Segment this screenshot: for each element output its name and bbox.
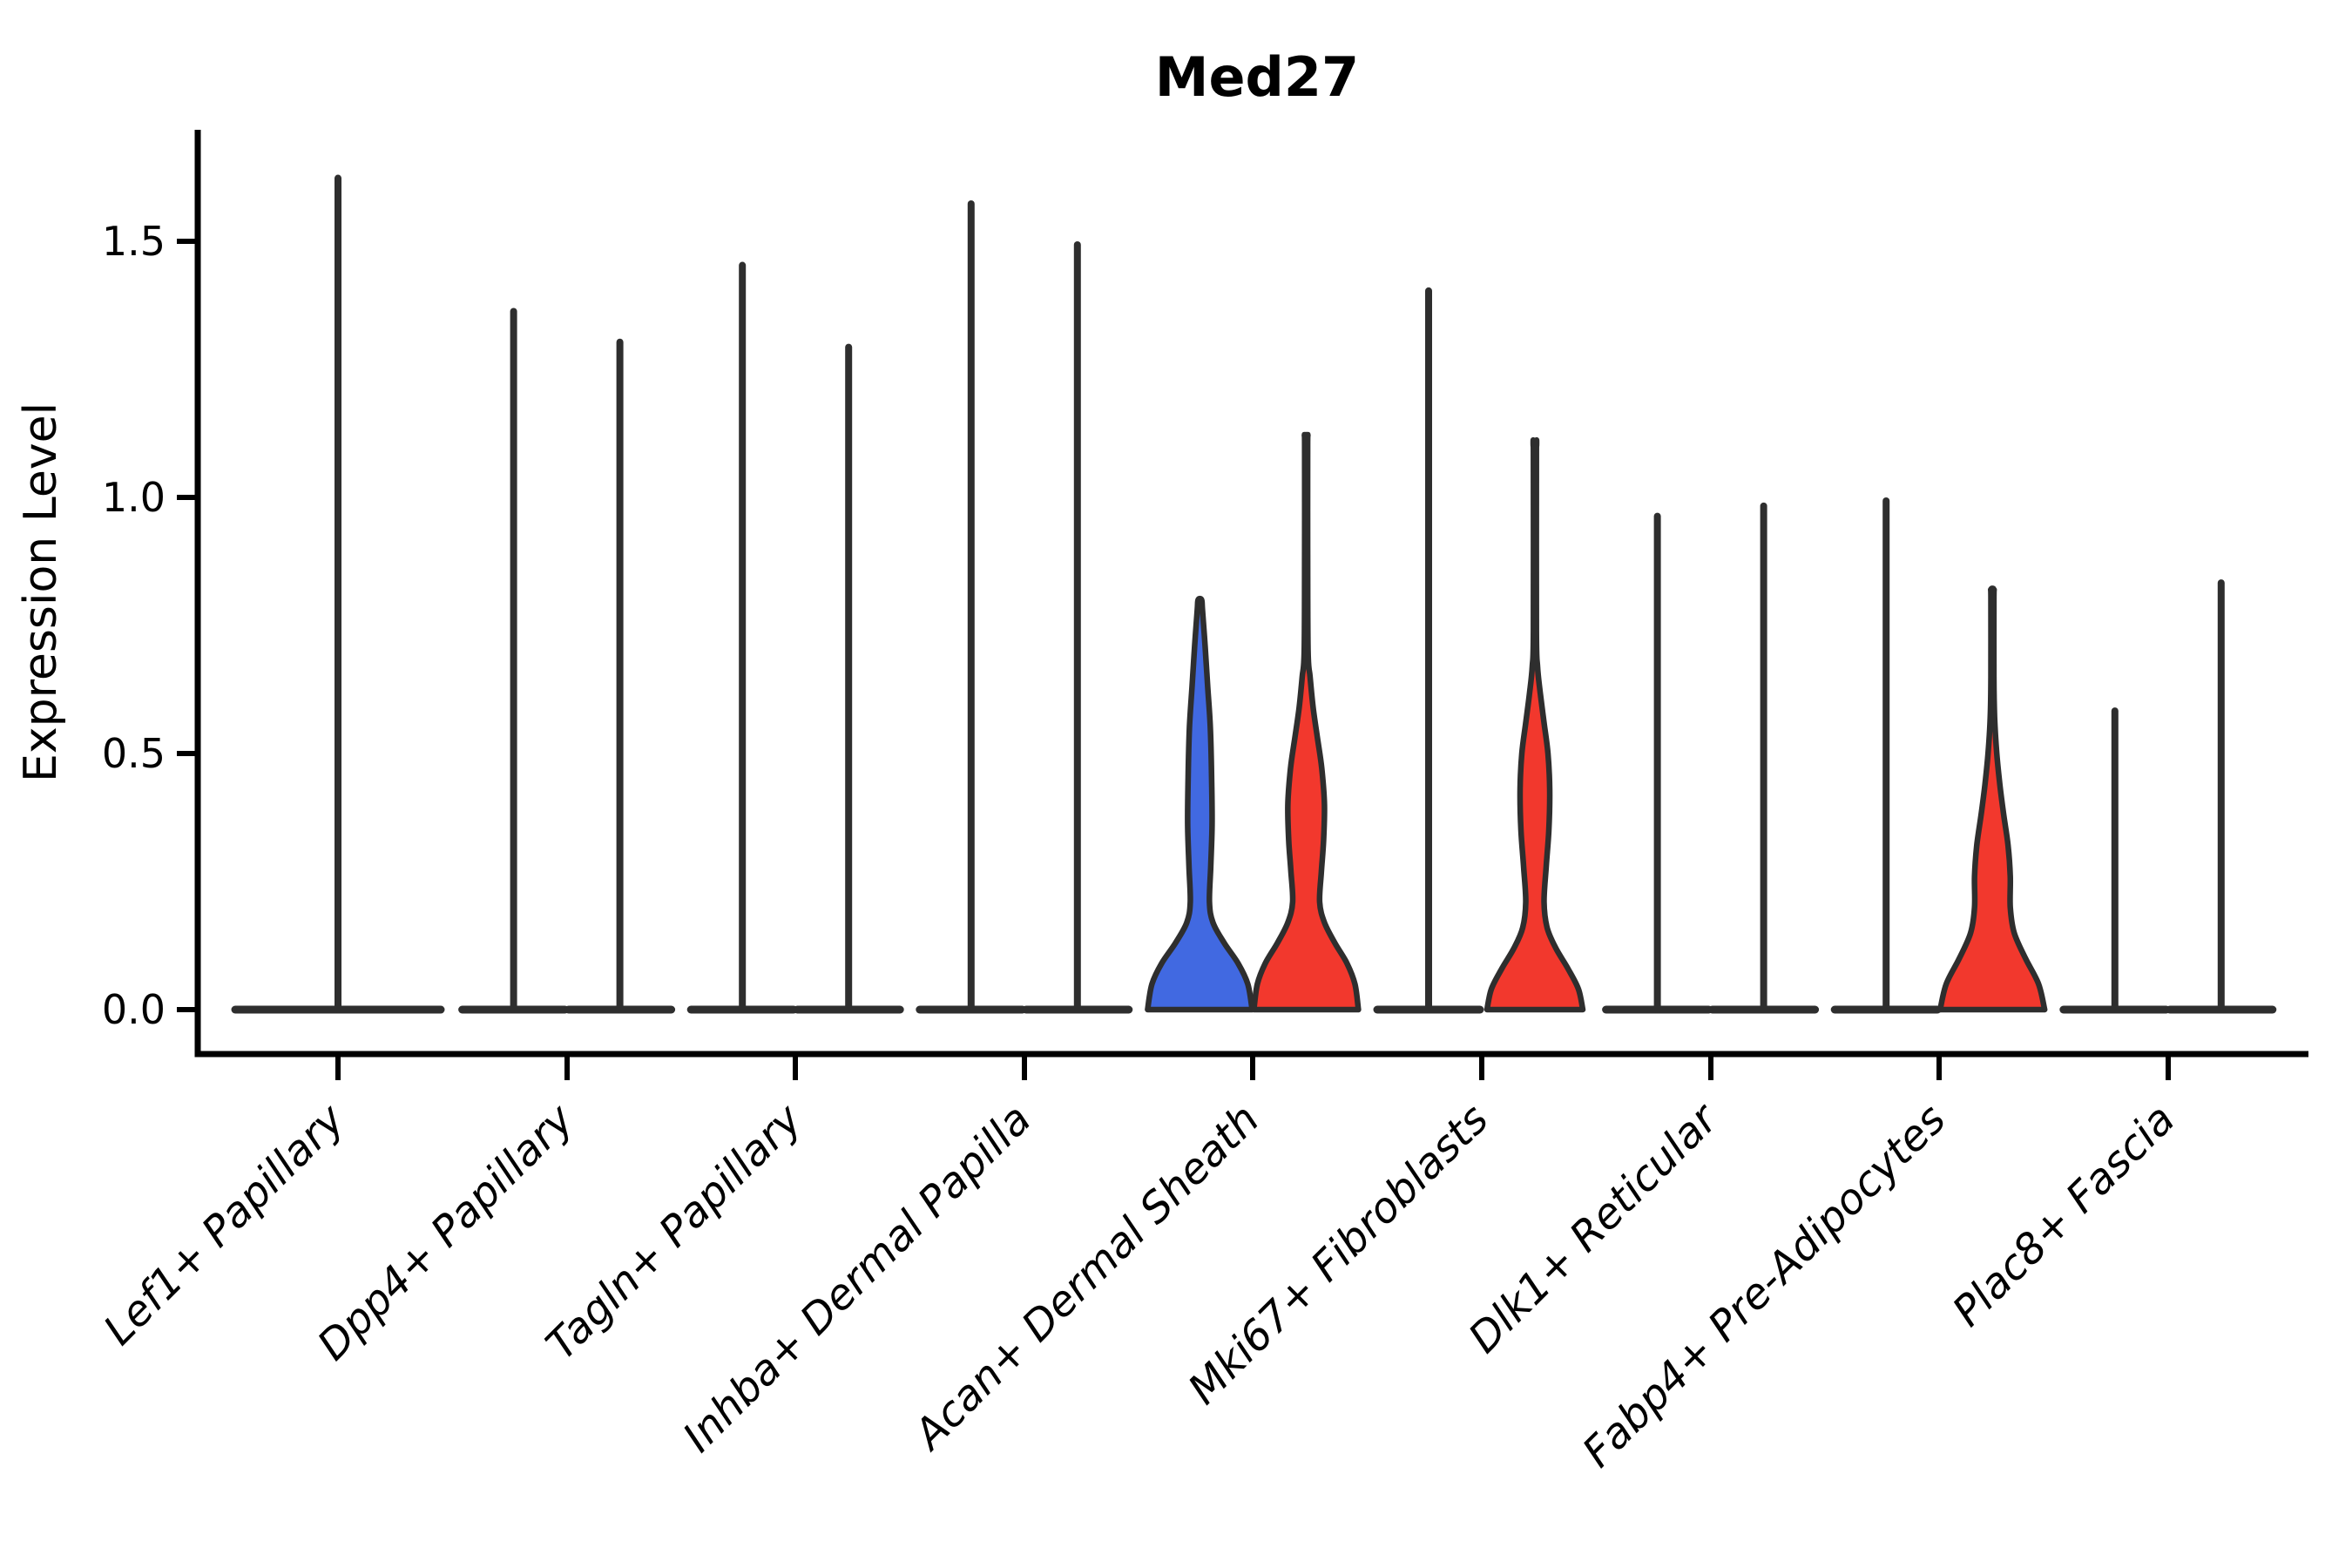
y-tick-label: 0.0 [102, 986, 166, 1033]
violin-kde [1145, 595, 1255, 1013]
violin-group [1145, 431, 1362, 1013]
x-axis-labels: Lef1+ Papillary Dpp4+ Papillary Tagln+ P… [94, 1093, 2184, 1477]
violin-group [1830, 497, 2048, 1014]
chart-title: Med27 [1155, 45, 1359, 109]
violin-kde [1936, 585, 2048, 1013]
violin-group [686, 261, 904, 1014]
x-axis-ticks [335, 1054, 2171, 1080]
y-tick-label: 1.0 [102, 474, 166, 521]
violin-group [1373, 287, 1586, 1014]
x-tick-label: Lef1+ Papillary [94, 1094, 355, 1355]
violin-group [2059, 579, 2277, 1014]
violins-layer [231, 174, 2277, 1014]
x-tick-label: Plac8+ Fascia [1943, 1095, 2185, 1336]
y-axis-ticks: 0.0 0.5 1.0 1.5 [102, 218, 198, 1033]
violin-kde [1251, 431, 1362, 1013]
violin-group [916, 199, 1133, 1014]
violin-group [1602, 502, 1820, 1014]
x-tick-label: Tagln+ Papillary [537, 1094, 812, 1369]
y-tick-label: 0.5 [102, 730, 166, 777]
x-tick-label: Fabp4+ Pre-Adipocytes [1573, 1095, 1956, 1477]
y-tick-label: 1.5 [102, 218, 166, 265]
violin-group [458, 308, 676, 1014]
violin-kde [1484, 437, 1586, 1013]
x-tick-label: Dlk1+ Reticular [1459, 1093, 1729, 1363]
y-axis-label: Expression Level [15, 402, 67, 782]
violin-group [231, 174, 445, 1014]
